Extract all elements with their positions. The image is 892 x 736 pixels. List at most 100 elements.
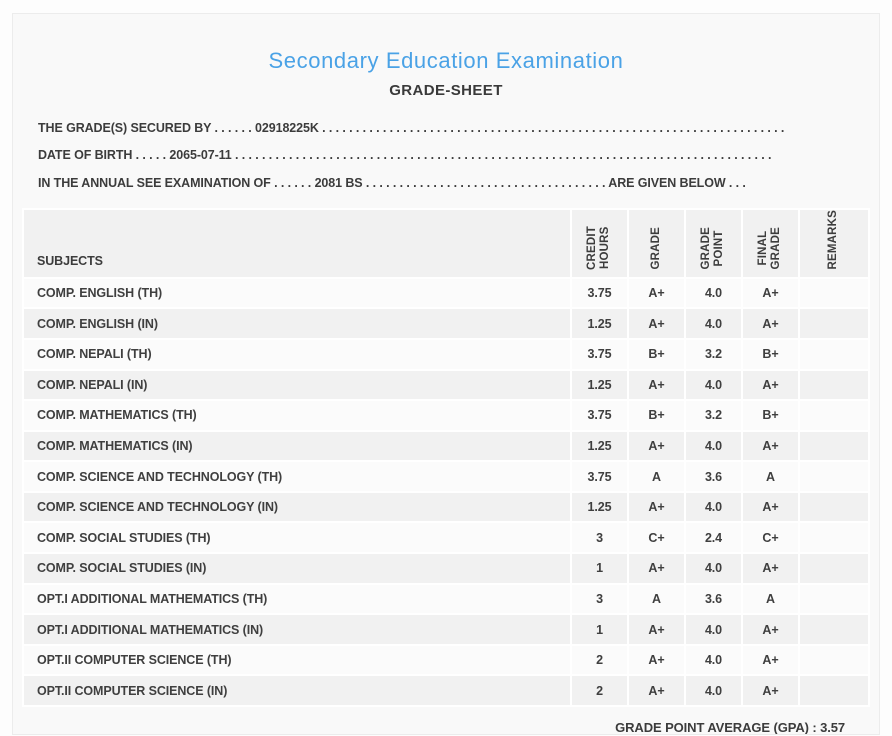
- info-label: IN THE ANNUAL SEE EXAMINATION OF: [38, 175, 271, 190]
- grade-point-cell: 3.2: [686, 339, 741, 369]
- final-grade-cell: A+: [743, 645, 798, 675]
- table-row: COMP. ENGLISH (TH) 3.75 A+ 4.0 A+: [24, 278, 868, 308]
- column-header-grade-point: GRADE POINT: [686, 210, 741, 277]
- info-value: 2065-07-11: [169, 148, 232, 163]
- subject-cell: COMP. ENGLISH (TH): [24, 278, 570, 308]
- credit-hours-cell: 3.75: [572, 401, 627, 430]
- credit-hours-cell: 1.25: [572, 431, 627, 461]
- grade-cell: B+: [629, 401, 684, 430]
- remarks-cell: [800, 676, 868, 706]
- credit-hours-cell: 3.75: [572, 339, 627, 369]
- final-grade-cell: A+: [743, 492, 798, 522]
- subject-cell: COMP. SOCIAL STUDIES (TH): [24, 523, 570, 553]
- grade-sheet-card: Secondary Education Examination GRADE-SH…: [12, 13, 880, 735]
- grade-cell: A+: [629, 645, 684, 675]
- subject-cell: COMP. SCIENCE AND TECHNOLOGY (TH): [24, 462, 570, 491]
- remarks-cell: [800, 584, 868, 614]
- page-title: Secondary Education Examination: [268, 48, 624, 73]
- remarks-cell: [800, 615, 868, 644]
- grade-cell: A+: [629, 554, 684, 583]
- grade-table-header: SUBJECTS CREDIT HOURS GRADE GRADE POINT …: [24, 210, 868, 277]
- credit-hours-cell: 1.25: [572, 370, 627, 400]
- grade-cell: C+: [629, 523, 684, 553]
- grade-point-cell: 3.6: [686, 584, 741, 614]
- table-row: COMP. MATHEMATICS (IN) 1.25 A+ 4.0 A+: [24, 431, 868, 461]
- dotted-fill: . . . . . . . . . . . . . . . . . . . . …: [231, 148, 772, 163]
- table-row: OPT.II COMPUTER SCIENCE (IN) 2 A+ 4.0 A+: [24, 676, 868, 706]
- table-row: COMP. ENGLISH (IN) 1.25 A+ 4.0 A+: [24, 309, 868, 338]
- candidate-info-block: THE GRADE(S) SECURED BY . . . . . . 0291…: [38, 115, 784, 197]
- table-row: COMP. MATHEMATICS (TH) 3.75 B+ 3.2 B+: [24, 401, 868, 430]
- info-line: IN THE ANNUAL SEE EXAMINATION OF . . . .…: [38, 170, 784, 197]
- credit-hours-cell: 3.75: [572, 278, 627, 308]
- column-header-credit-hours: CREDIT HOURS: [572, 210, 627, 277]
- credit-hours-cell: 3.75: [572, 462, 627, 491]
- table-row: OPT.I ADDITIONAL MATHEMATICS (IN) 1 A+ 4…: [24, 615, 868, 644]
- remarks-cell: [800, 339, 868, 369]
- final-grade-cell: C+: [743, 523, 798, 553]
- subject-cell: COMP. MATHEMATICS (IN): [24, 431, 570, 461]
- info-label: THE GRADE(S) SECURED BY: [38, 121, 212, 135]
- final-grade-cell: A: [743, 462, 798, 491]
- final-grade-cell: A+: [743, 370, 798, 400]
- final-grade-cell: A+: [743, 615, 798, 644]
- remarks-cell: [800, 554, 868, 583]
- dotted-fill: . . . . . . . . . . . . . . . . . . . . …: [322, 121, 784, 135]
- grade-point-cell: 4.0: [686, 431, 741, 461]
- subject-cell: COMP. NEPALI (IN): [24, 370, 570, 400]
- remarks-cell: [800, 462, 868, 491]
- credit-hours-cell: 2: [572, 676, 627, 706]
- credit-hours-cell: 1.25: [572, 309, 627, 338]
- dotted-separator: . . . . . .: [270, 175, 315, 190]
- dotted-separator: . . . . .: [132, 148, 170, 163]
- grade-cell: A: [629, 584, 684, 614]
- final-grade-cell: A: [743, 584, 798, 614]
- table-row: COMP. SCIENCE AND TECHNOLOGY (IN) 1.25 A…: [24, 492, 868, 522]
- final-grade-cell: B+: [743, 339, 798, 369]
- grade-cell: A: [629, 462, 684, 491]
- remarks-cell: [800, 523, 868, 553]
- credit-hours-cell: 1.25: [572, 492, 627, 522]
- grade-point-cell: 4.0: [686, 676, 741, 706]
- remarks-cell: [800, 309, 868, 338]
- grade-cell: A+: [629, 492, 684, 522]
- subject-cell: COMP. NEPALI (TH): [24, 339, 570, 369]
- grade-point-cell: 4.0: [686, 645, 741, 675]
- grade-cell: A+: [629, 676, 684, 706]
- grade-cell: A+: [629, 309, 684, 338]
- final-grade-cell: A+: [743, 309, 798, 338]
- info-value: 2081 BS: [314, 175, 363, 190]
- column-header-subjects: SUBJECTS: [24, 210, 570, 277]
- table-row: COMP. SCIENCE AND TECHNOLOGY (TH) 3.75 A…: [24, 462, 868, 491]
- grade-sheet-subtitle: GRADE-SHEET: [389, 82, 503, 99]
- grade-cell: B+: [629, 339, 684, 369]
- table-row: COMP. SOCIAL STUDIES (IN) 1 A+ 4.0 A+: [24, 554, 868, 583]
- subject-cell: OPT.II COMPUTER SCIENCE (TH): [24, 645, 570, 675]
- credit-hours-cell: 3: [572, 584, 627, 614]
- grade-cell: A+: [629, 615, 684, 644]
- info-suffix: ARE GIVEN BELOW: [608, 175, 726, 190]
- grade-point-cell: 4.0: [686, 278, 741, 308]
- grade-point-cell: 3.6: [686, 462, 741, 491]
- dotted-separator: . . . . . .: [211, 121, 256, 135]
- table-row: OPT.II COMPUTER SCIENCE (TH) 2 A+ 4.0 A+: [24, 645, 868, 675]
- final-grade-cell: B+: [743, 401, 798, 430]
- credit-hours-cell: 2: [572, 645, 627, 675]
- column-header-grade: GRADE: [629, 210, 684, 277]
- grade-table: SUBJECTS CREDIT HOURS GRADE GRADE POINT …: [22, 208, 870, 708]
- credit-hours-cell: 3: [572, 523, 627, 553]
- final-grade-cell: A+: [743, 278, 798, 308]
- remarks-cell: [800, 370, 868, 400]
- gpa-summary: GRADE POINT AVERAGE (GPA) : 3.57: [615, 720, 845, 735]
- subject-cell: COMP. SCIENCE AND TECHNOLOGY (IN): [24, 492, 570, 522]
- remarks-cell: [800, 492, 868, 522]
- remarks-cell: [800, 645, 868, 675]
- dotted-tail: . . .: [725, 175, 746, 190]
- grade-cell: A+: [629, 278, 684, 308]
- remarks-cell: [800, 401, 868, 430]
- grade-point-cell: 2.4: [686, 523, 741, 553]
- subject-cell: COMP. MATHEMATICS (TH): [24, 401, 570, 430]
- grade-cell: A+: [629, 370, 684, 400]
- remarks-cell: [800, 431, 868, 461]
- credit-hours-cell: 1: [572, 554, 627, 583]
